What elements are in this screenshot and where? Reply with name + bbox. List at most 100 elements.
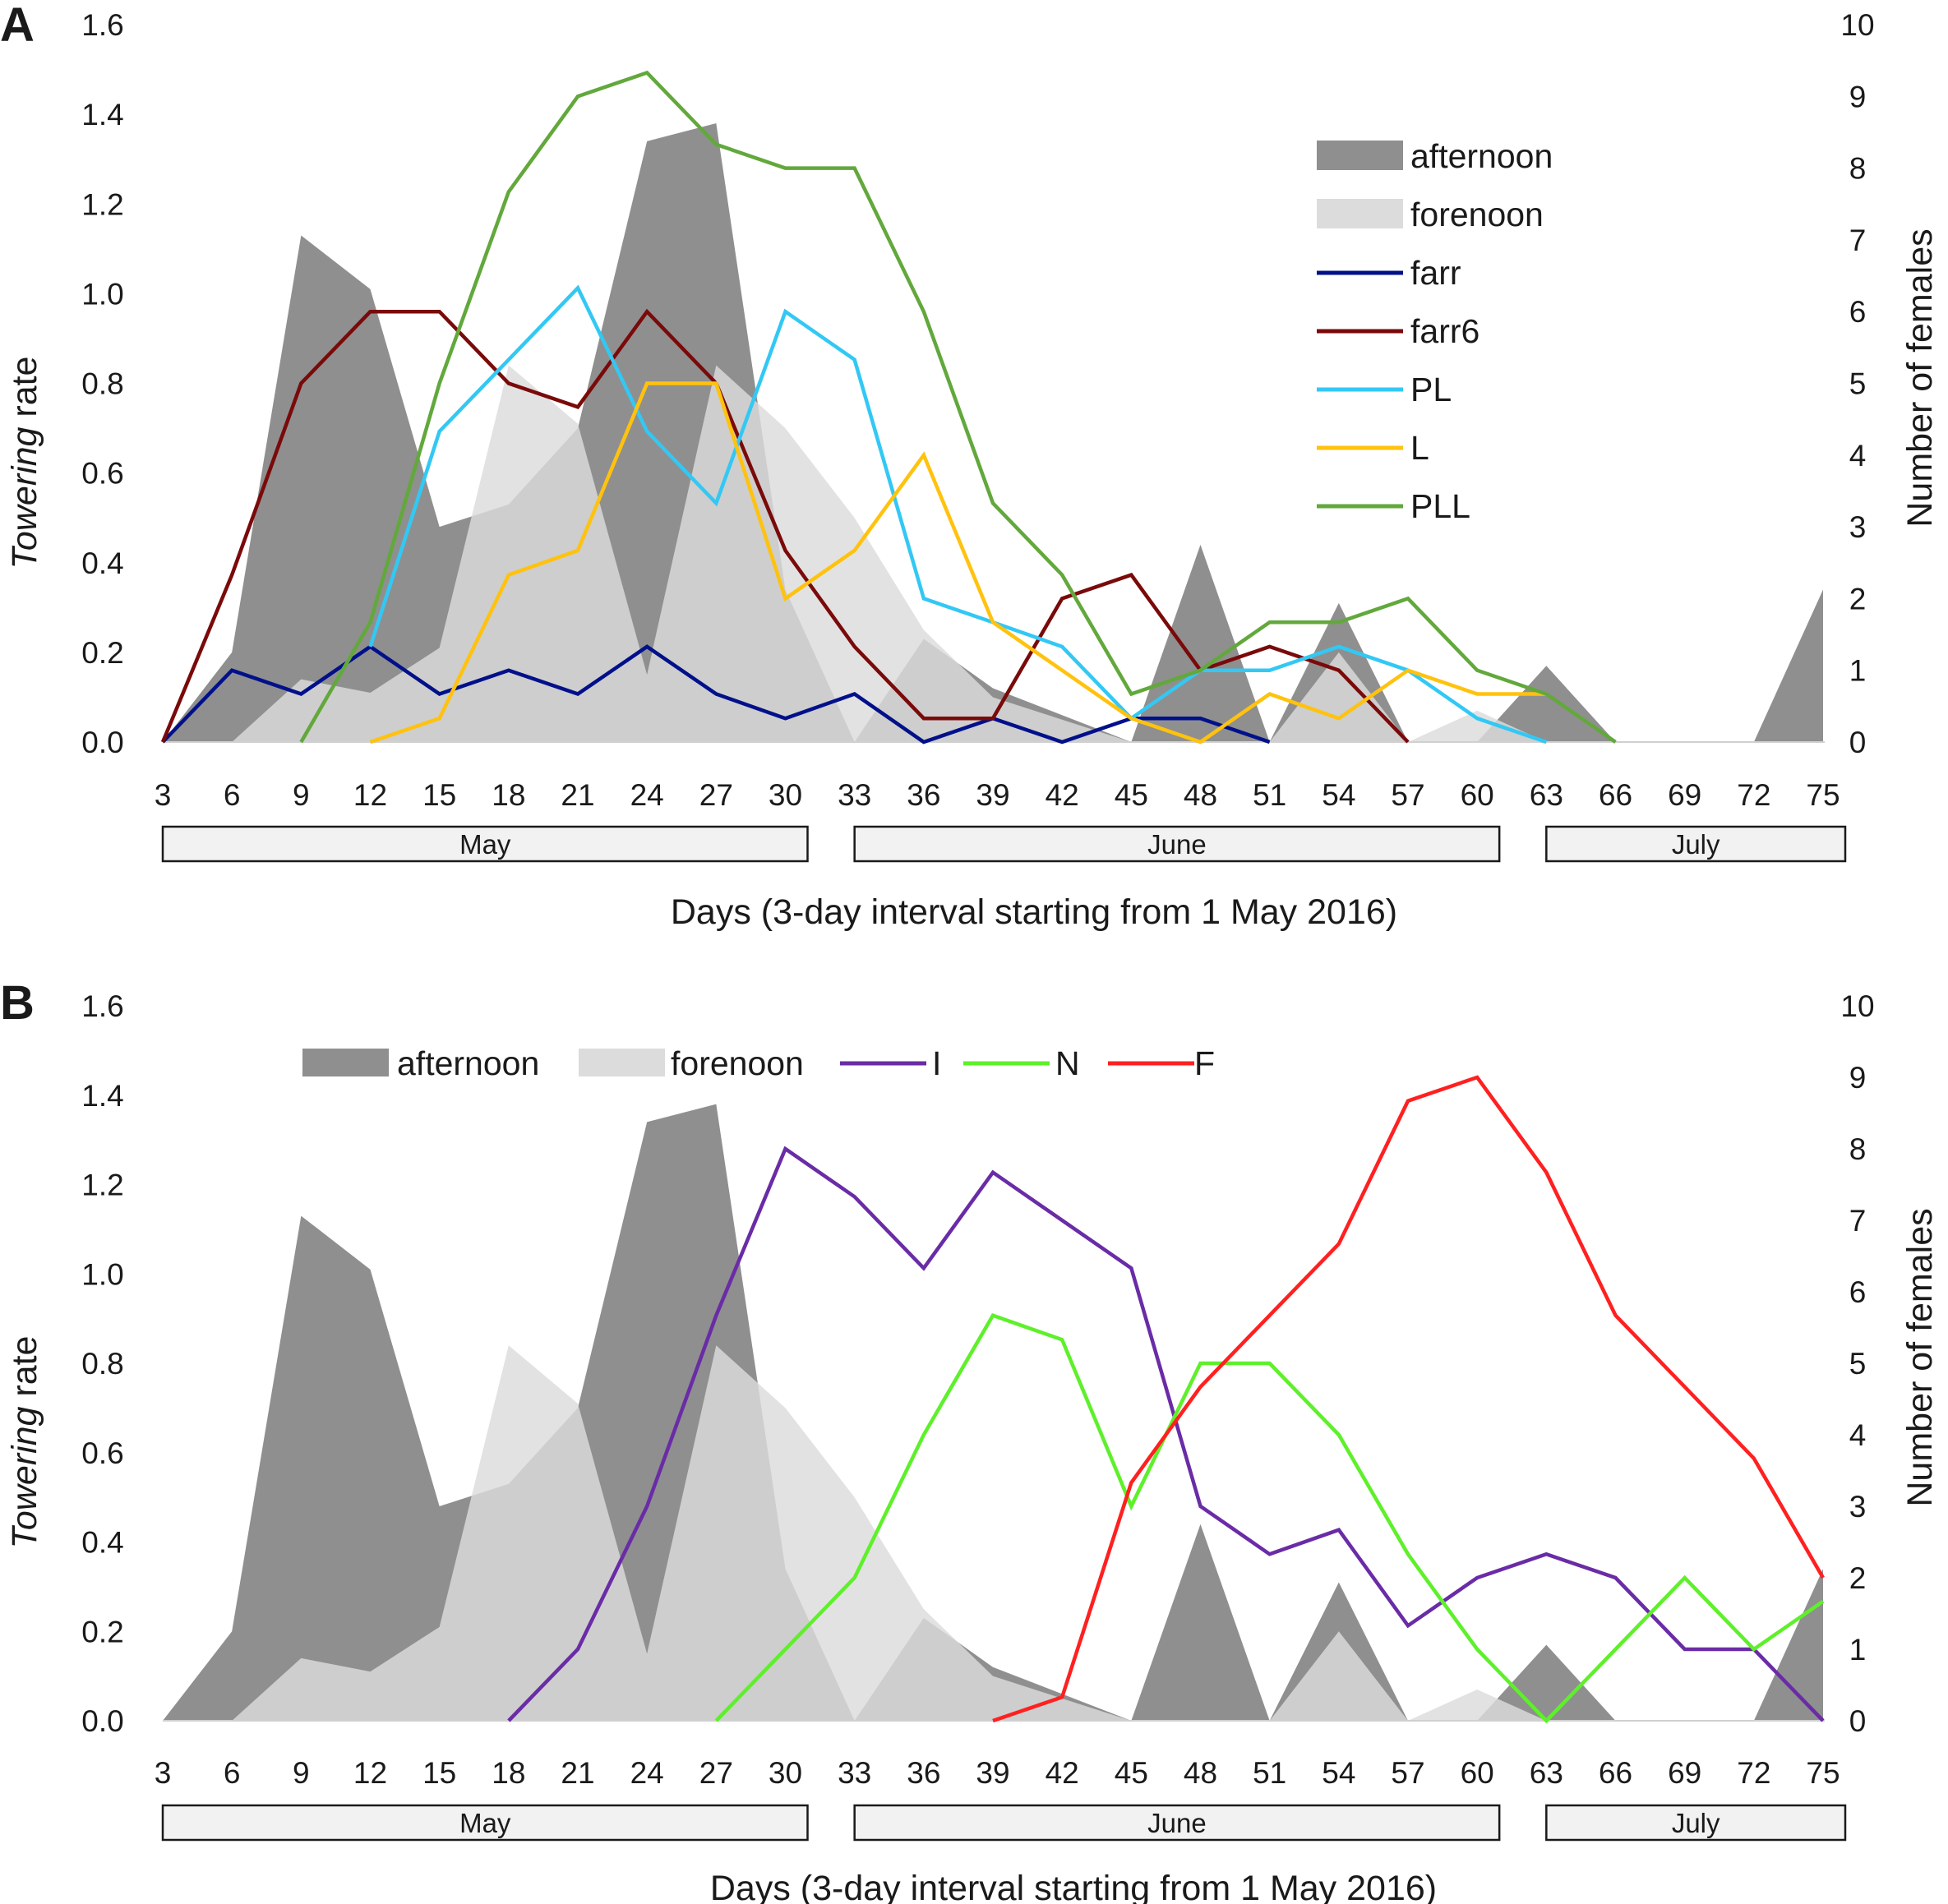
panel-b-x-tick-label: 54 xyxy=(1322,1756,1355,1790)
panel-a-x-tick-label: 60 xyxy=(1461,778,1494,812)
panel-a-right-tick-label: 3 xyxy=(1849,510,1867,544)
panel-b-right-tick-label: 3 xyxy=(1849,1490,1867,1524)
panel-b-x-tick-label: 24 xyxy=(630,1756,664,1790)
panel-b-x-tick-label: 12 xyxy=(353,1756,387,1790)
panel-a-left-tick-label: 0.2 xyxy=(81,636,123,670)
panel-a-left-tick-label: 0.0 xyxy=(81,726,123,759)
panel-a-x-tick-label: 12 xyxy=(353,778,387,812)
panel-b-left-tick-label: 0.6 xyxy=(81,1436,123,1470)
panel-a-y2-axis-title: Number of females xyxy=(1900,228,1940,527)
panel-b-x-ticks: 3 6 9 12 15 18 21 24 27 30 33 36 39 42 45 48 51 54 57 60 63 6… xyxy=(155,1756,1840,1790)
panel-a-areas xyxy=(163,123,1823,743)
panel-b-left-tick-label: 0.2 xyxy=(81,1615,123,1648)
panel-a-line-l xyxy=(369,381,1547,745)
panel-a-right-tick-label: 4 xyxy=(1849,439,1867,473)
panel-a-month-label: June xyxy=(1147,829,1207,860)
panel-a-x-tick-label: 57 xyxy=(1391,778,1424,812)
panel-b-right-tick-label: 0 xyxy=(1849,1704,1867,1738)
panel-b-legend: afternoon forenoon I N F xyxy=(302,1044,1215,1082)
panel-b-left-tick-label: 1.0 xyxy=(81,1257,123,1291)
panel-b-legend-label: afternoon xyxy=(397,1044,539,1082)
panel-a-month-label: July xyxy=(1672,829,1720,860)
panel-a-lines xyxy=(160,70,1617,745)
panel-a-legend-label: PL xyxy=(1410,371,1452,408)
panel-a-legend-swatch-afternoon xyxy=(1317,141,1403,170)
panel-b-x-tick-label: 72 xyxy=(1737,1756,1770,1790)
panel-b-x-tick-label: 9 xyxy=(293,1756,310,1790)
panel-b-right-tick-label: 7 xyxy=(1849,1204,1867,1238)
panel-b-left-tick-label: 0.4 xyxy=(81,1526,123,1560)
panel-a-legend-label: farr6 xyxy=(1410,312,1479,350)
panel-b-left-tick-label: 1.2 xyxy=(81,1169,123,1202)
panel-b-x-tick-label: 60 xyxy=(1461,1756,1494,1790)
panel-b-x-tick-label: 6 xyxy=(224,1756,241,1790)
panel-b-lines xyxy=(507,1075,1825,1724)
panel-a-x-tick-label: 66 xyxy=(1599,778,1632,812)
panel-a-month-bars: May June July xyxy=(161,825,1847,863)
panel-b-x-tick-label: 45 xyxy=(1115,1756,1148,1790)
panel-a-x-tick-label: 27 xyxy=(699,778,733,812)
panel-a-x-ticks: 3 6 9 12 15 18 21 24 27 30 33 36 39 42 45 48 51 54 57 60 63 6… xyxy=(155,778,1840,812)
panel-a-month-bar-may xyxy=(161,825,809,863)
panel-a-left-ticks: 0.0 0.2 0.4 0.6 0.8 1.0 1.2 1.4 1.6 xyxy=(81,8,123,759)
panel-b-right-tick-label: 2 xyxy=(1849,1561,1867,1595)
panel-a-x-tick-label: 3 xyxy=(155,778,172,812)
panel-a-line-pll xyxy=(299,70,1617,744)
panel-b-month-label: July xyxy=(1672,1808,1720,1838)
panel-a-x-tick-label: 39 xyxy=(976,778,1009,812)
panel-b-x-tick-label: 36 xyxy=(907,1756,940,1790)
panel-b-x-tick-label: 69 xyxy=(1668,1756,1701,1790)
panel-a-x-tick-label: 24 xyxy=(630,778,664,812)
panel-a-legend-label: L xyxy=(1410,429,1429,467)
panel-a-right-tick-label: 2 xyxy=(1849,582,1867,615)
panel-a-x-tick-label: 15 xyxy=(422,778,456,812)
panel-a-x-tick-label: 33 xyxy=(838,778,871,812)
panel-a-left-tick-label: 1.4 xyxy=(81,98,123,131)
panel-b-left-tick-label: 1.4 xyxy=(81,1079,123,1113)
panel-b-x-tick-label: 30 xyxy=(769,1756,802,1790)
panel-a-right-tick-label: 1 xyxy=(1849,654,1867,688)
panel-b-x-axis-title: Days (3-day interval starting from 1 May… xyxy=(710,1869,1437,1904)
panel-a-x-tick-label: 63 xyxy=(1530,778,1563,812)
panel-a-x-tick-label: 72 xyxy=(1737,778,1770,812)
panel-b-line-n xyxy=(714,1312,1825,1724)
panel-b-x-tick-label: 33 xyxy=(838,1756,871,1790)
panel-b-month-label: May xyxy=(459,1808,511,1838)
panel-b-right-tick-label: 10 xyxy=(1840,989,1874,1023)
panel-b-line-i xyxy=(507,1146,1825,1722)
panel-b-month-bar-june xyxy=(853,1804,1501,1842)
panel-a-month-label: May xyxy=(459,829,511,860)
panel-b-right-tick-label: 1 xyxy=(1849,1633,1867,1667)
panel-b-area-afternoon xyxy=(163,1104,1823,1721)
panel-b-x-tick-label: 57 xyxy=(1391,1756,1424,1790)
panel-a-x-tick-label: 36 xyxy=(907,778,940,812)
panel-a-left-tick-label: 0.6 xyxy=(81,457,123,491)
panel-b-right-tick-label: 5 xyxy=(1849,1347,1867,1381)
panel-a-x-tick-label: 54 xyxy=(1322,778,1355,812)
panel-b-left-ticks: 0.0 0.2 0.4 0.6 0.8 1.0 1.2 1.4 1.6 xyxy=(81,989,123,1738)
panel-b-x-tick-label: 48 xyxy=(1184,1756,1217,1790)
panel-b-legend-label: forenoon xyxy=(671,1044,804,1082)
panel-a-x-tick-label: 6 xyxy=(224,778,241,812)
panel-a-legend-label: PLL xyxy=(1410,487,1470,525)
panel-b-month-bar-july xyxy=(1545,1804,1847,1842)
panel-a-right-tick-label: 10 xyxy=(1840,8,1874,42)
panel-a-area-forenoon xyxy=(163,365,1823,742)
panel-b-area-forenoon xyxy=(163,1345,1823,1721)
panel-a-right-tick-label: 6 xyxy=(1849,295,1867,329)
panel-a-month-bar-june xyxy=(853,825,1501,863)
panel-a-x-tick-label: 21 xyxy=(561,778,594,812)
panel-a-left-tick-label: 0.8 xyxy=(81,367,123,401)
panel-a-right-tick-label: 5 xyxy=(1849,367,1867,401)
panel-b-legend-swatch-forenoon xyxy=(579,1049,665,1076)
panel-b-x-tick-label: 15 xyxy=(422,1756,456,1790)
panel-b-left-tick-label: 0.0 xyxy=(81,1704,123,1738)
panel-b-x-tick-label: 75 xyxy=(1806,1756,1840,1790)
panel-a-x-tick-label: 69 xyxy=(1668,778,1701,812)
panel-a-legend-swatch-forenoon xyxy=(1317,199,1403,228)
panel-b-left-tick-label: 1.6 xyxy=(81,989,123,1023)
panel-b-right-tick-label: 4 xyxy=(1849,1418,1867,1452)
panel-b-x-tick-label: 63 xyxy=(1530,1756,1563,1790)
panel-a-x-axis-title: Days (3-day interval starting from 1 May… xyxy=(671,892,1397,932)
